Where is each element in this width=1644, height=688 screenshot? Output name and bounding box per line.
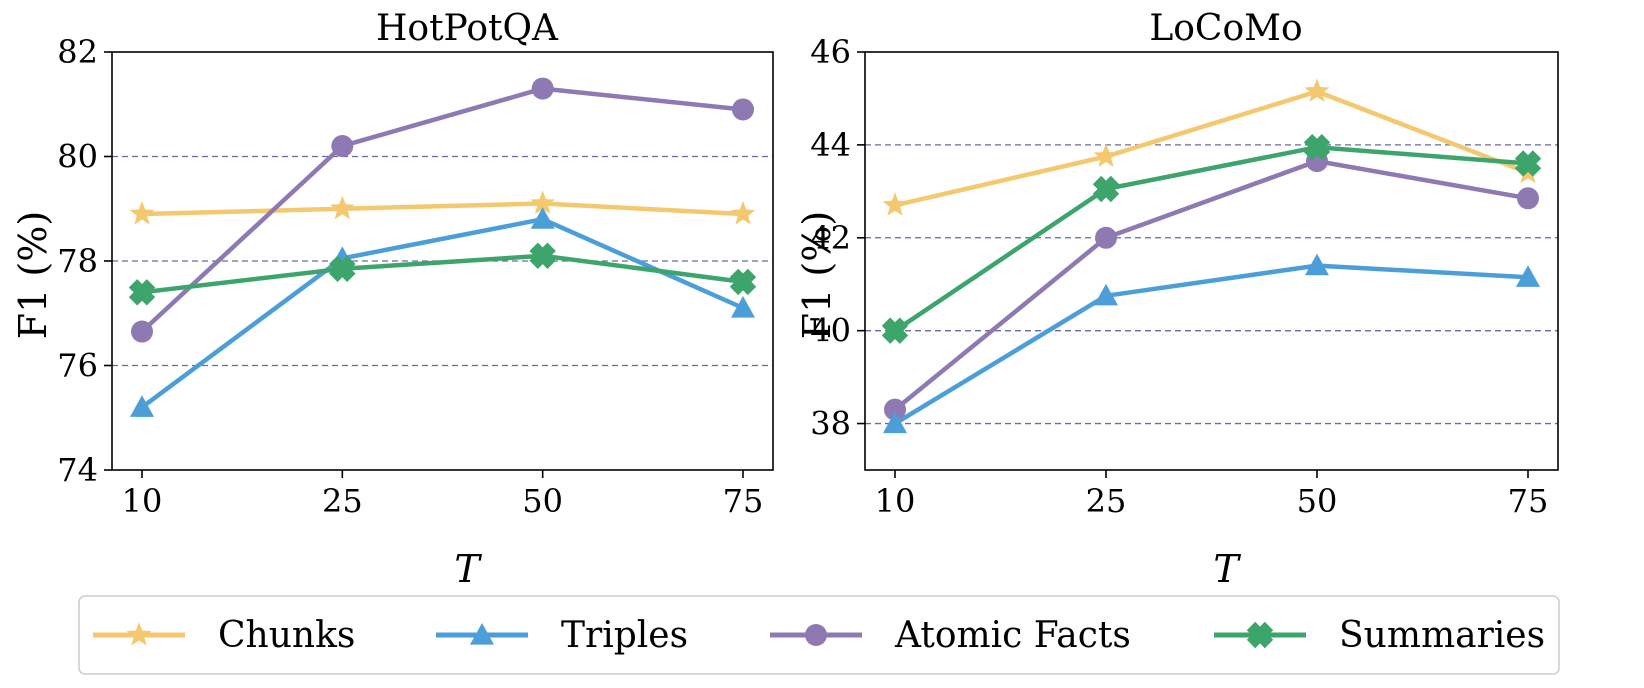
hotpotqa-summaries-point [128,279,156,306]
hotpotqa-atomic-facts-line [140,86,744,334]
locomo-x-ticks: 10 25 50 75 [875,470,1549,520]
hotpotqa-triples-point [130,395,154,417]
hotpotqa-series-markers [128,77,757,417]
locomo-summaries-point [1092,175,1120,203]
hotpotqa-x-ticks: 10 25 50 75 [122,470,764,520]
locomo-y-ticks: 38 40 42 44 46 [810,33,865,443]
hotpotqa-triples-point [731,296,755,318]
hotpotqa-atomic-facts-point [531,77,554,100]
locomo-chunks-point [882,192,908,216]
hotpotqa-x-tick-label: 25 [322,482,363,520]
hotpotqa-summaries-point [729,268,757,296]
legend-item-summaries: Summaries [1214,615,1545,656]
locomo-y-tick-label: 42 [810,219,851,257]
locomo-triples-line [893,263,1529,426]
hotpotqa-x-tick-label: 10 [122,482,163,520]
legend-label-summaries: Summaries [1339,615,1545,656]
locomo-summaries-point [881,317,909,344]
locomo-gridlines [865,144,1558,425]
hotpotqa-triples-point [530,207,555,229]
legend-marker-summaries [1246,621,1274,649]
locomo-triples-point [883,411,907,434]
hotpotqa-summaries-line [141,253,744,295]
legend-item-chunks: Chunks [93,615,355,656]
hotpotqa-summaries-point [529,242,556,269]
locomo-y-tick-label: 46 [810,33,851,71]
legend-item-atomic-facts: Atomic Facts [770,615,1131,656]
hotpotqa-y-tick-label: 74 [57,451,98,489]
locomo-summaries-point [1303,134,1331,161]
locomo-triples-point [1516,265,1540,287]
locomo-x-tick-label: 50 [1297,482,1338,520]
locomo-atomic-facts-point [884,398,906,421]
hotpotqa-y-tick-label: 76 [57,347,98,385]
legend: Chunks Triples Atomic Facts Summaries [78,595,1560,675]
locomo-y-tick-label: 44 [810,126,851,164]
legend-label-atomic-facts: Atomic Facts [894,615,1131,656]
hotpotqa-x-tick-label: 75 [723,482,764,520]
hotpotqa-xlabel: T [454,547,482,591]
locomo-series-lines [893,89,1529,426]
legend-item-triples: Triples [436,615,688,656]
hotpotqa-y-tick-label: 80 [57,138,98,176]
locomo-x-tick-label: 25 [1086,482,1127,520]
hotpotqa-chunks-point [330,195,355,220]
hotpotqa-y-tick-label: 78 [57,242,98,280]
locomo-chunks-point [1304,78,1330,102]
locomo-triples-point [1094,283,1118,306]
hotpotqa-chunks-point [530,190,555,214]
locomo-x-tick-label: 10 [875,482,916,520]
hotpotqa-series-lines [140,86,744,410]
hotpotqa-title: HotPotQA [376,8,559,49]
locomo-chunks-point [1093,143,1119,167]
hotpotqa-summaries-point [329,255,356,283]
hotpotqa-triples-line [140,216,744,410]
locomo-ylabel: F1 (%) [795,211,839,339]
hotpotqa-ylabel: F1 (%) [11,211,55,339]
locomo-title: LoCoMo [1149,8,1302,49]
hotpotqa-chunks-point [129,201,155,225]
locomo-y-tick-label: 38 [810,405,851,443]
locomo-atomic-facts-line [893,158,1529,412]
legend-marker-atomic-facts [805,624,827,646]
hotpotqa-atomic-facts-point [331,135,354,158]
legend-label-triples: Triples [561,615,688,656]
legend-marker-triples [470,623,494,645]
legend-marker-chunks [126,622,152,646]
locomo-atomic-facts-point [1095,226,1117,249]
hotpotqa-y-ticks: 74 76 78 80 82 [57,33,112,489]
hotpotqa-atomic-facts-point [732,98,754,121]
locomo-plot-frame [864,51,1559,471]
hotpotqa-y-tick-label: 82 [57,33,98,71]
locomo-triples-point [1305,253,1329,276]
locomo-x-tick-label: 75 [1508,482,1549,520]
hotpotqa-chunks-point [730,201,756,225]
hotpotqa-chunks-line [141,201,744,217]
locomo-atomic-facts-point [1517,187,1539,210]
hotpotqa-x-tick-label: 50 [522,482,563,520]
locomo-xlabel: T [1213,547,1241,591]
hotpotqa-atomic-facts-point [131,320,153,343]
locomo-series-markers [881,78,1542,434]
locomo-y-tick-label: 40 [810,312,851,350]
legend-label-chunks: Chunks [218,615,355,656]
locomo-summaries-line [893,144,1529,333]
locomo-summaries-point [1514,150,1542,177]
locomo-panel: LoCoMo F1 (%) T 38 40 42 44 46 10 25 50 75 [795,8,1559,591]
locomo-chunks-line [894,89,1529,208]
hotpotqa-panel: HotPotQA F1 (%) T 74 76 78 80 82 10 25 50 75 [11,8,774,591]
